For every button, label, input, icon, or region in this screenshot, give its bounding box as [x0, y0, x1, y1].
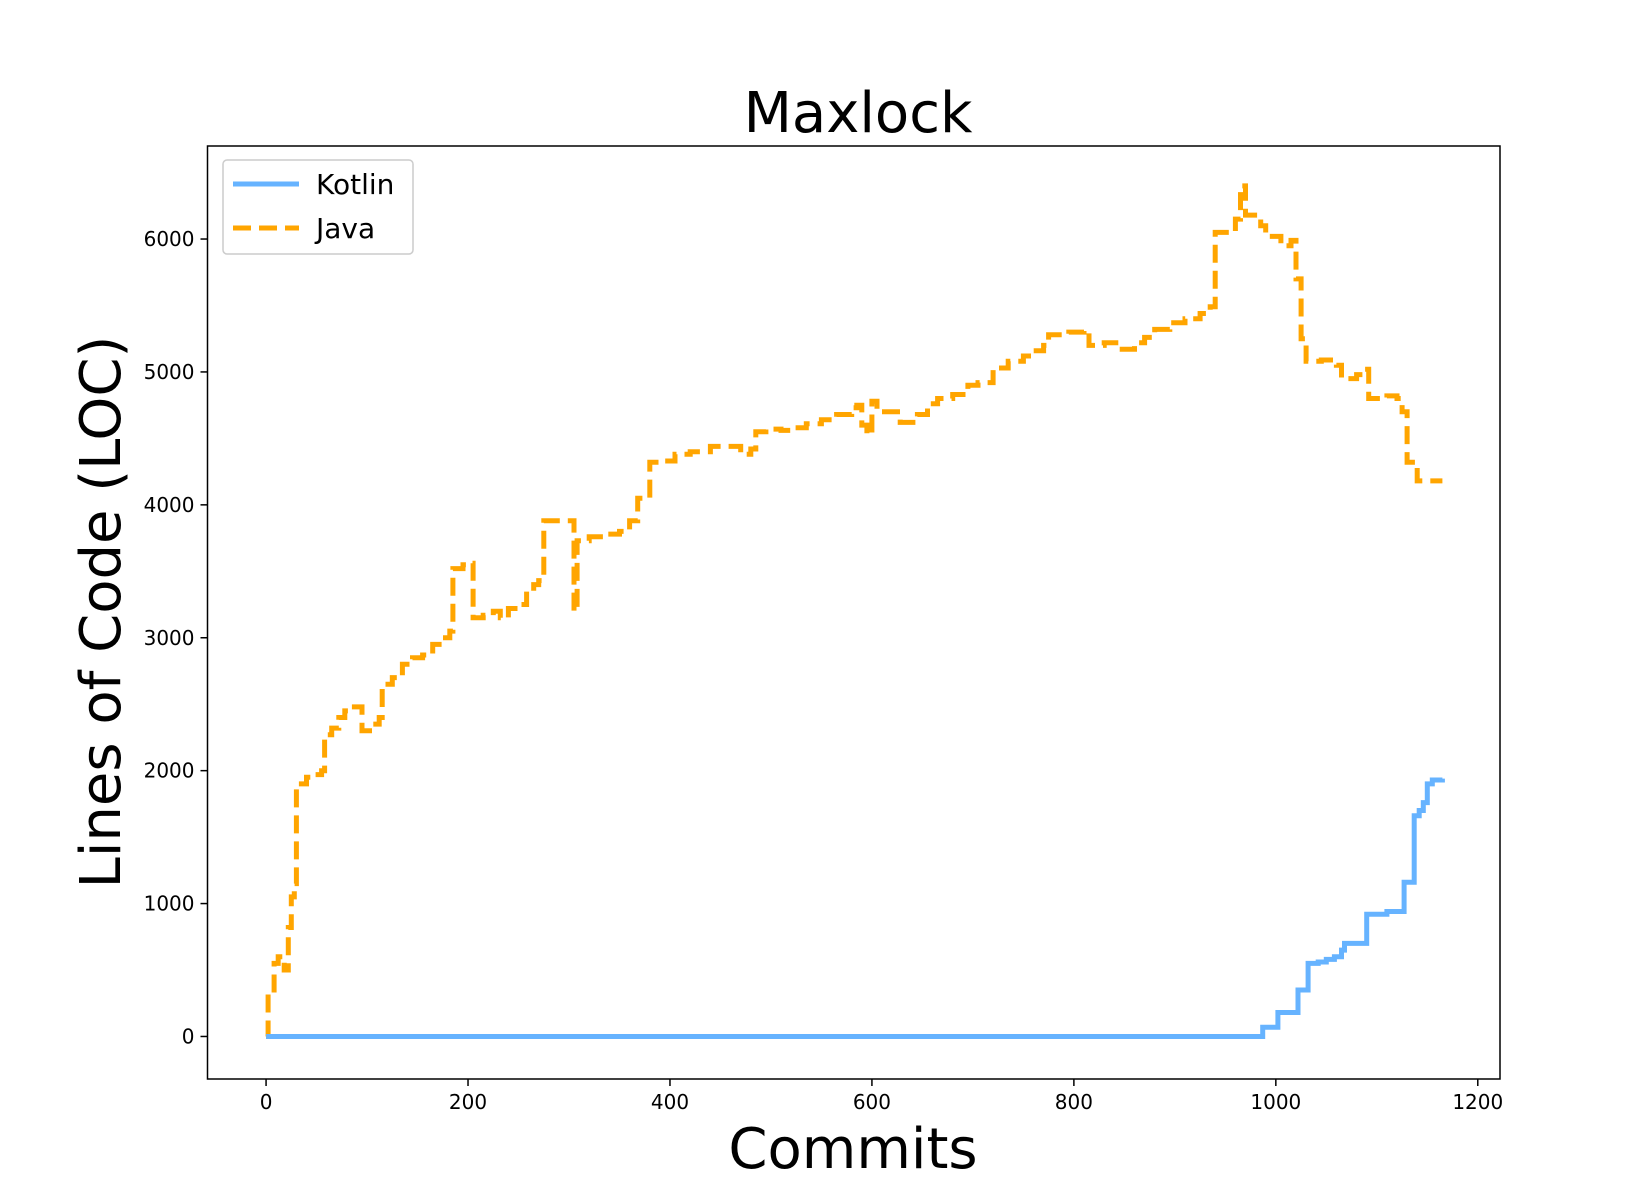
- legend-kotlin-label: Kotlin: [316, 168, 394, 201]
- x-tick-label: 400: [651, 1090, 689, 1114]
- y-tick-label: 0: [182, 1024, 195, 1048]
- x-tick-label: 1000: [1250, 1090, 1301, 1114]
- series-line-kotlin: [266, 777, 1445, 1039]
- series-layer: [265, 183, 1445, 1039]
- y-tick-label: 1000: [144, 892, 195, 916]
- y-tick-label: 2000: [144, 759, 195, 783]
- x-axis-ticks: 0 200 400 600 800 1000 1200: [260, 1079, 1503, 1114]
- x-axis-label: Commits: [728, 1117, 977, 1182]
- legend: Kotlin Java: [222, 159, 414, 255]
- x-tick-label: 200: [449, 1090, 487, 1114]
- x-tick-label: 800: [1055, 1090, 1093, 1114]
- legend-java-label: Java: [314, 212, 375, 245]
- y-tick-label: 6000: [144, 227, 195, 251]
- y-tick-label: 3000: [144, 626, 195, 650]
- series-line-java: [265, 183, 1443, 1039]
- y-tick-label: 5000: [144, 360, 195, 384]
- y-tick-label: 4000: [144, 493, 195, 517]
- y-axis-ticks: 0 1000 2000 3000 4000 5000 6000: [144, 227, 208, 1048]
- plot-area: [206, 145, 1501, 1080]
- x-tick-label: 0: [260, 1090, 273, 1114]
- chart-title: Maxlock: [744, 81, 973, 146]
- y-axis-label: Lines of Code (LOC): [69, 336, 134, 889]
- x-tick-label: 600: [853, 1090, 891, 1114]
- x-tick-label: 1200: [1452, 1090, 1503, 1114]
